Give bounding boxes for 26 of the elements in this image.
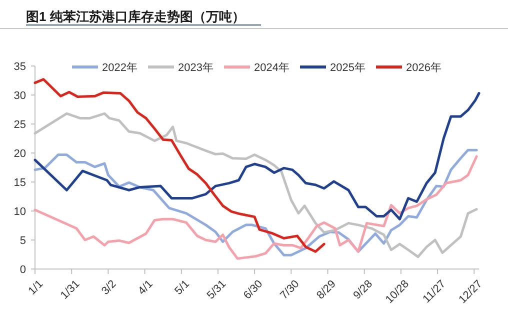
legend-label: 2024年 [254,62,290,74]
y-tick-label: 15 [14,176,26,189]
x-tick-label: 4/1 [136,278,156,298]
legend-label: 2026年 [406,62,442,74]
legend-label: 2023年 [178,62,214,74]
y-tick-label: 35 [14,60,26,73]
legend-label: 2022年 [102,62,138,74]
x-tick-label: 1/31 [58,278,82,302]
line-series [34,92,480,220]
x-tick-label: 5/1 [172,278,192,298]
line-series [34,78,326,253]
x-tick-label: 5/31 [204,278,229,302]
legend-label: 2025年 [330,62,366,74]
x-tick-label: 9/28 [351,278,375,302]
y-tick-label: 30 [14,90,26,102]
y-tick-label: 5 [20,234,26,247]
y-tick-label: 25 [14,118,26,131]
x-tick-label: 1/1 [26,278,46,298]
x-tick-label: 3/2 [99,278,119,298]
y-tick-label: 20 [14,148,26,160]
y-tick-label: 10 [14,206,26,218]
x-tick-label: 6/30 [241,278,266,302]
y-tick-label: 0 [20,264,26,276]
x-tick-label: 7/30 [278,278,302,302]
x-tick-label: 8/29 [314,278,338,302]
chart-title: 图1 纯苯江苏港口库存走势图（万吨） [26,9,245,24]
